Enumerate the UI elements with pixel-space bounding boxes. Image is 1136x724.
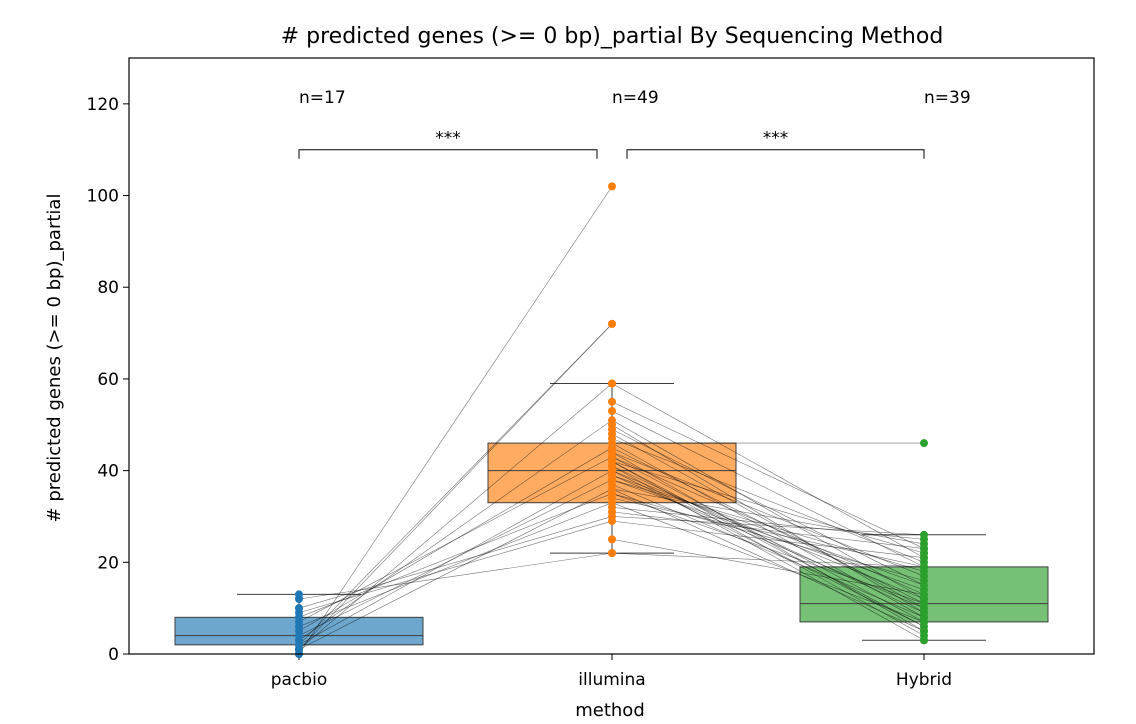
paired-line (611, 539, 925, 595)
significance-bracket (626, 149, 925, 159)
paired-line (298, 552, 613, 600)
paired-line (298, 520, 613, 614)
paired-line (298, 516, 613, 609)
y-tick-label: 80 (97, 278, 119, 298)
paired-line (611, 410, 925, 568)
paired-line (611, 424, 925, 613)
paired-line (611, 419, 925, 600)
y-tick-label: 0 (108, 645, 119, 665)
data-point (608, 379, 616, 388)
y-tick-label: 60 (97, 370, 119, 390)
paired-line (611, 461, 925, 554)
data-point (608, 416, 616, 425)
data-point (608, 535, 616, 544)
paired-line (611, 502, 925, 623)
paired-line (611, 383, 925, 558)
data-point (295, 604, 303, 613)
data-point (608, 397, 616, 406)
n-label: n=49 (612, 88, 659, 108)
data-point (920, 439, 928, 448)
paired-line (298, 323, 613, 650)
paired-line (298, 186, 613, 655)
y-tick-label: 20 (97, 553, 119, 573)
paired-line (611, 493, 925, 581)
y-axis-label: # predicted genes (>= 0 bp)_partial (44, 194, 65, 523)
x-axis-label: method (575, 700, 645, 721)
x-tick-label: Hybrid (896, 670, 952, 690)
paired-line (298, 493, 613, 618)
data-point (608, 407, 616, 416)
paired-line (611, 474, 925, 586)
significance-label: *** (435, 129, 461, 149)
data-point (608, 182, 616, 191)
paired-line (298, 470, 613, 646)
plot-frame (128, 57, 1095, 655)
paired-line (298, 456, 613, 623)
paired-line (611, 484, 925, 618)
paired-line (611, 488, 925, 545)
y-tick-label: 100 (87, 187, 119, 207)
paired-line (611, 401, 925, 549)
paired-line (298, 502, 613, 627)
paired-line (611, 433, 925, 609)
x-tick-label: illumina (578, 670, 645, 690)
paired-line (611, 474, 925, 609)
paired-line (298, 419, 613, 641)
paired-line (298, 488, 613, 650)
x-tick-label: pacbio (271, 670, 327, 690)
y-tick-label: 40 (97, 462, 119, 482)
paired-line (611, 488, 925, 632)
paired-line (611, 520, 925, 559)
paired-line (611, 497, 925, 568)
data-point (608, 319, 616, 328)
n-label: n=39 (924, 88, 971, 108)
significance-label: *** (763, 129, 789, 149)
paired-line (611, 516, 925, 536)
data-point (608, 549, 616, 558)
paired-line (611, 461, 925, 627)
significance-bracket (298, 149, 598, 159)
y-tick-label: 120 (87, 95, 119, 115)
data-point (920, 530, 928, 539)
chart-title: # predicted genes (>= 0 bp)_partial By S… (281, 24, 944, 49)
n-label: n=17 (299, 88, 346, 108)
paired-line (298, 383, 613, 650)
data-point (295, 590, 303, 599)
plot-area: 0 20 40 60 80 100 120 pacbio illumina Hybrid n=17 n… (87, 57, 1095, 690)
paired-line (611, 438, 925, 563)
